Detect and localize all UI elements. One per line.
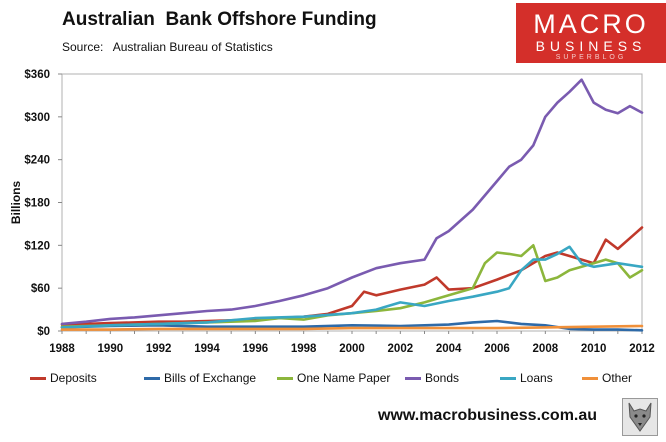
legend-item-bonds: Bonds xyxy=(405,371,459,385)
x-tick-label: 2012 xyxy=(629,343,655,355)
legend-swatch xyxy=(30,377,46,381)
series-line-other xyxy=(60,324,644,331)
legend-swatch xyxy=(582,377,598,381)
plot-area xyxy=(61,73,643,332)
legend-label: Other xyxy=(602,371,633,385)
legend-label: One Name Paper xyxy=(297,371,391,385)
website-url: www.macrobusiness.com.au xyxy=(378,407,598,424)
legend-swatch xyxy=(500,377,516,381)
legend-item-deposits: Deposits xyxy=(30,371,97,385)
y-axis-title: Billions xyxy=(9,181,23,225)
y-tick-label: $0 xyxy=(37,326,50,338)
y-tick-label: $120 xyxy=(24,240,50,252)
x-tick-label: 1988 xyxy=(49,343,75,355)
y-tick-label: $180 xyxy=(24,198,50,210)
logo-line-2: BUSINESS xyxy=(535,38,647,54)
legend-item-onename: One Name Paper xyxy=(277,371,390,385)
macro-business-logo: MACRO BUSINESS SUPERBLOG xyxy=(516,3,666,63)
wolf-mascot-icon xyxy=(622,398,658,436)
legend-label: Bills of Exchange xyxy=(164,371,257,385)
legend-label: Loans xyxy=(520,371,553,385)
logo-line-1: MACRO xyxy=(533,9,649,39)
x-tick-label: 2010 xyxy=(581,343,607,355)
legend-label: Deposits xyxy=(50,371,97,385)
x-tick-label: 1994 xyxy=(194,343,220,355)
y-tick-label: $360 xyxy=(24,69,50,81)
x-tick-label: 1996 xyxy=(243,343,269,355)
y-tick-label: $240 xyxy=(24,155,50,167)
x-tick-label: 2000 xyxy=(339,343,365,355)
legend-swatch xyxy=(144,377,160,381)
legend-swatch xyxy=(277,377,293,381)
logo-line-3: SUPERBLOG xyxy=(555,54,627,61)
y-tick-label: $300 xyxy=(24,112,50,124)
series-line-deposits xyxy=(60,226,644,326)
legend-item-bills: Bills of Exchange xyxy=(144,371,256,385)
x-tick-label: 1992 xyxy=(146,343,172,355)
series-line-loans xyxy=(60,245,644,329)
legend-label: Bonds xyxy=(425,371,460,385)
series-line-bills xyxy=(60,319,644,332)
x-tick-label: 1990 xyxy=(98,343,124,355)
series-line-bonds xyxy=(60,78,644,326)
chart-legend: Deposits Bills of Exchange One Name Paper B… xyxy=(10,371,660,389)
chart-title: Australian Bank Offshore Funding xyxy=(62,9,377,30)
x-tick-label: 2004 xyxy=(436,343,462,355)
legend-item-loans: Loans xyxy=(500,371,553,385)
x-tick-label: 2006 xyxy=(484,343,510,355)
legend-swatch xyxy=(405,377,421,381)
x-tick-label: 2002 xyxy=(388,343,414,355)
x-tick-label: 2008 xyxy=(533,343,559,355)
legend-item-other: Other xyxy=(582,371,632,385)
x-tick-label: 1998 xyxy=(291,343,317,355)
chart-source: Source: Australian Bureau of Statistics xyxy=(62,40,273,54)
y-tick-label: $60 xyxy=(31,283,50,295)
